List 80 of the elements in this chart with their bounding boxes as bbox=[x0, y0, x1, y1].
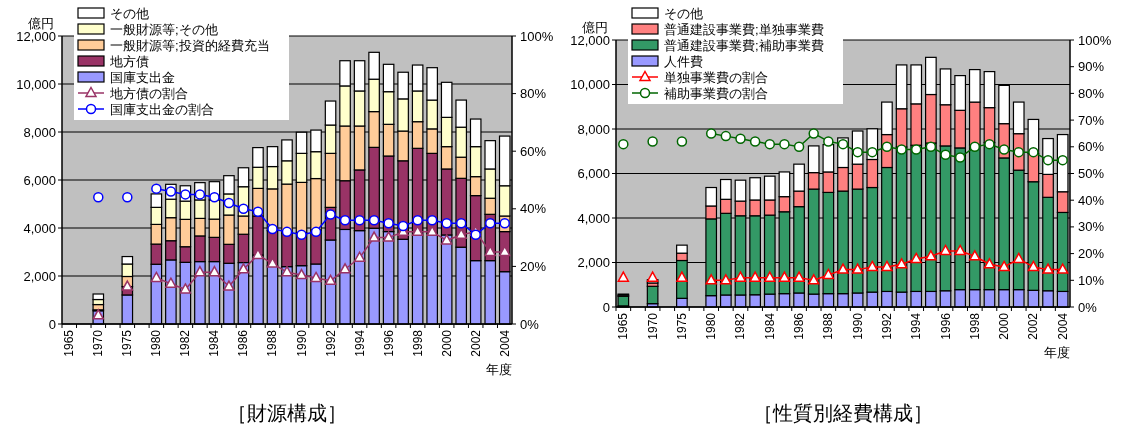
x-tick-label: 1980 bbox=[149, 329, 164, 357]
x-tick-label: 1992 bbox=[323, 329, 338, 357]
y-tick-label: 10,000 bbox=[570, 77, 610, 92]
x-tick-label: 1986 bbox=[236, 329, 251, 357]
y-tick-label: 0 bbox=[48, 316, 56, 332]
y2-tick-label: 20% bbox=[1078, 246, 1105, 262]
x-tick-label: 2004 bbox=[1055, 312, 1070, 340]
x-tick-label: 1984 bbox=[762, 312, 777, 340]
y-tick-label: 10,000 bbox=[16, 76, 56, 92]
x-tick-label: 1982 bbox=[178, 329, 193, 357]
x-tick-label: 1965 bbox=[616, 312, 631, 340]
x-tick-label: 1965 bbox=[62, 329, 77, 357]
y2-tick-label: 100% bbox=[1078, 32, 1112, 48]
text: ［性質別経費構成］ bbox=[753, 402, 933, 424]
y2-tick-label: 50% bbox=[1078, 166, 1105, 181]
legend-label: 単独事業費の割合 bbox=[664, 69, 768, 85]
legend-label: 普通建設事業費;補助事業費 bbox=[664, 37, 824, 53]
y-axis-title: 億円 bbox=[28, 16, 54, 31]
y-axis-title: 億円 bbox=[582, 20, 608, 35]
x-tick-label: 1996 bbox=[938, 312, 953, 340]
x-tick-label: 1982 bbox=[733, 312, 748, 340]
x-tick-label: 1994 bbox=[352, 329, 367, 357]
y2-tick-label: 80% bbox=[520, 86, 547, 102]
y2-tick-label: 10% bbox=[1078, 272, 1105, 288]
x-tick-label: 2002 bbox=[1026, 312, 1041, 340]
x-tick-label: 2000 bbox=[439, 329, 454, 357]
y2-tick-label: 80% bbox=[1078, 85, 1105, 101]
x-tick-label: 1996 bbox=[381, 329, 396, 357]
legend-label: 国庫支出金 bbox=[110, 69, 175, 85]
x-tick-label: 1986 bbox=[792, 312, 807, 340]
y2-tick-label: 70% bbox=[1078, 112, 1105, 128]
x-tick-label: 1980 bbox=[704, 312, 719, 340]
y-tick-label: 0 bbox=[602, 299, 610, 315]
y-tick-label: 4,000 bbox=[23, 220, 56, 236]
x-tick-label: 2002 bbox=[468, 329, 483, 357]
y-tick-label: 2,000 bbox=[577, 255, 610, 270]
legend-label: 人件費 bbox=[664, 53, 703, 69]
y-tick-label: 6,000 bbox=[577, 166, 610, 181]
x-tick-label: 1990 bbox=[850, 312, 865, 340]
x-tick-label: 1990 bbox=[294, 329, 309, 357]
x-tick-label: 2004 bbox=[497, 329, 512, 357]
x-tick-label: 1975 bbox=[674, 312, 689, 340]
y2-tick-label: 30% bbox=[1078, 219, 1105, 235]
legend-label: 一般財源等;投資的経費充当 bbox=[110, 37, 270, 53]
x-tick-label: 1975 bbox=[120, 329, 135, 357]
y-tick-label: 4,000 bbox=[577, 210, 610, 226]
x-tick-label: 1998 bbox=[410, 329, 425, 357]
x-tick-label: 1970 bbox=[91, 329, 106, 357]
x-tick-label: 1970 bbox=[645, 312, 660, 340]
y-tick-label: 8,000 bbox=[577, 121, 610, 137]
x-axis-title: 年度 bbox=[486, 362, 512, 377]
legend-label: 地方債の割合 bbox=[109, 85, 188, 101]
y2-tick-label: 90% bbox=[1078, 59, 1105, 75]
x-tick-label: 2000 bbox=[997, 312, 1012, 340]
y2-tick-label: 100% bbox=[520, 28, 554, 44]
legend-label: 普通建設事業費;単独事業費 bbox=[664, 21, 824, 37]
legend-label: 地方債 bbox=[109, 53, 149, 69]
legend-label: その他 bbox=[664, 5, 703, 21]
legend-label: 一般財源等;その他 bbox=[110, 21, 218, 37]
x-tick-label: 1988 bbox=[821, 312, 836, 340]
y-tick-label: 8,000 bbox=[23, 124, 56, 140]
x-tick-label: 1988 bbox=[265, 329, 280, 357]
y2-tick-label: 20% bbox=[520, 258, 547, 274]
text: ［財源構成］ bbox=[227, 402, 347, 424]
legend-label: その他 bbox=[110, 5, 149, 21]
y2-tick-label: 0% bbox=[1078, 299, 1098, 315]
x-tick-label: 1992 bbox=[879, 312, 894, 340]
y-tick-label: 2,000 bbox=[23, 268, 56, 284]
y2-tick-label: 60% bbox=[1078, 139, 1105, 155]
x-tick-label: 1984 bbox=[207, 329, 222, 357]
y-tick-label: 6,000 bbox=[23, 172, 56, 188]
x-tick-label: 1998 bbox=[967, 312, 982, 340]
y2-tick-label: 40% bbox=[520, 201, 547, 217]
x-tick-label: 1994 bbox=[909, 312, 924, 340]
x-axis-title: 年度 bbox=[1044, 345, 1070, 360]
y2-tick-label: 0% bbox=[520, 316, 540, 332]
y2-tick-label: 60% bbox=[520, 143, 547, 159]
legend-label: 国庫支出金の割合 bbox=[110, 101, 214, 117]
legend-label: 補助事業費の割合 bbox=[664, 85, 768, 101]
y2-tick-label: 40% bbox=[1078, 192, 1105, 208]
